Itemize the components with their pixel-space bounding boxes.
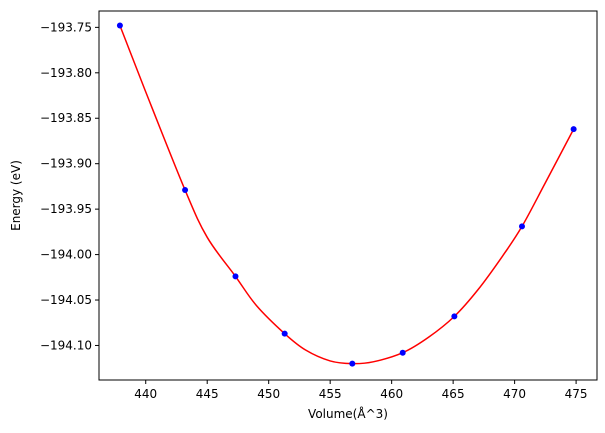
y-axis-label: Energy (eV) xyxy=(9,160,23,231)
data-point-6 xyxy=(451,313,458,320)
data-point-8 xyxy=(570,126,577,133)
x-axis-label: Volume(Å^3) xyxy=(308,406,388,421)
x-tick-label-2: 450 xyxy=(257,387,280,401)
data-point-2 xyxy=(232,273,239,280)
x-tick-label-3: 455 xyxy=(319,387,342,401)
y-tick-label-3: −193.90 xyxy=(40,157,92,171)
y-axis-ticks: −193.75 −193.80 −193.85 −193.90 −193.95 −194.… xyxy=(40,20,99,352)
y-tick-label-2: −193.85 xyxy=(40,111,92,125)
data-point-7 xyxy=(518,223,525,230)
data-point-5 xyxy=(399,349,406,356)
data-points-layer xyxy=(116,22,577,367)
data-point-0 xyxy=(116,22,123,29)
x-axis-ticks: 440 445 450 455 460 465 470 475 xyxy=(134,380,588,401)
data-point-3 xyxy=(281,330,288,337)
fit-curve-line xyxy=(119,25,575,365)
x-tick-label-5: 465 xyxy=(442,387,465,401)
y-tick-label-1: −193.80 xyxy=(40,66,92,80)
data-point-1 xyxy=(182,187,189,194)
y-tick-label-0: −193.75 xyxy=(40,20,92,34)
x-tick-label-4: 460 xyxy=(380,387,403,401)
x-tick-label-1: 445 xyxy=(196,387,219,401)
x-tick-label-6: 470 xyxy=(503,387,526,401)
y-tick-label-6: −194.05 xyxy=(40,293,92,307)
y-tick-label-5: −194.00 xyxy=(40,248,92,262)
y-tick-label-4: −193.95 xyxy=(40,202,92,216)
plot-frame xyxy=(98,10,598,381)
x-tick-label-0: 440 xyxy=(134,387,157,401)
data-point-4 xyxy=(349,360,356,367)
fit-curve-layer xyxy=(119,25,575,365)
y-tick-label-7: −194.10 xyxy=(40,338,92,352)
x-tick-label-7: 475 xyxy=(565,387,588,401)
